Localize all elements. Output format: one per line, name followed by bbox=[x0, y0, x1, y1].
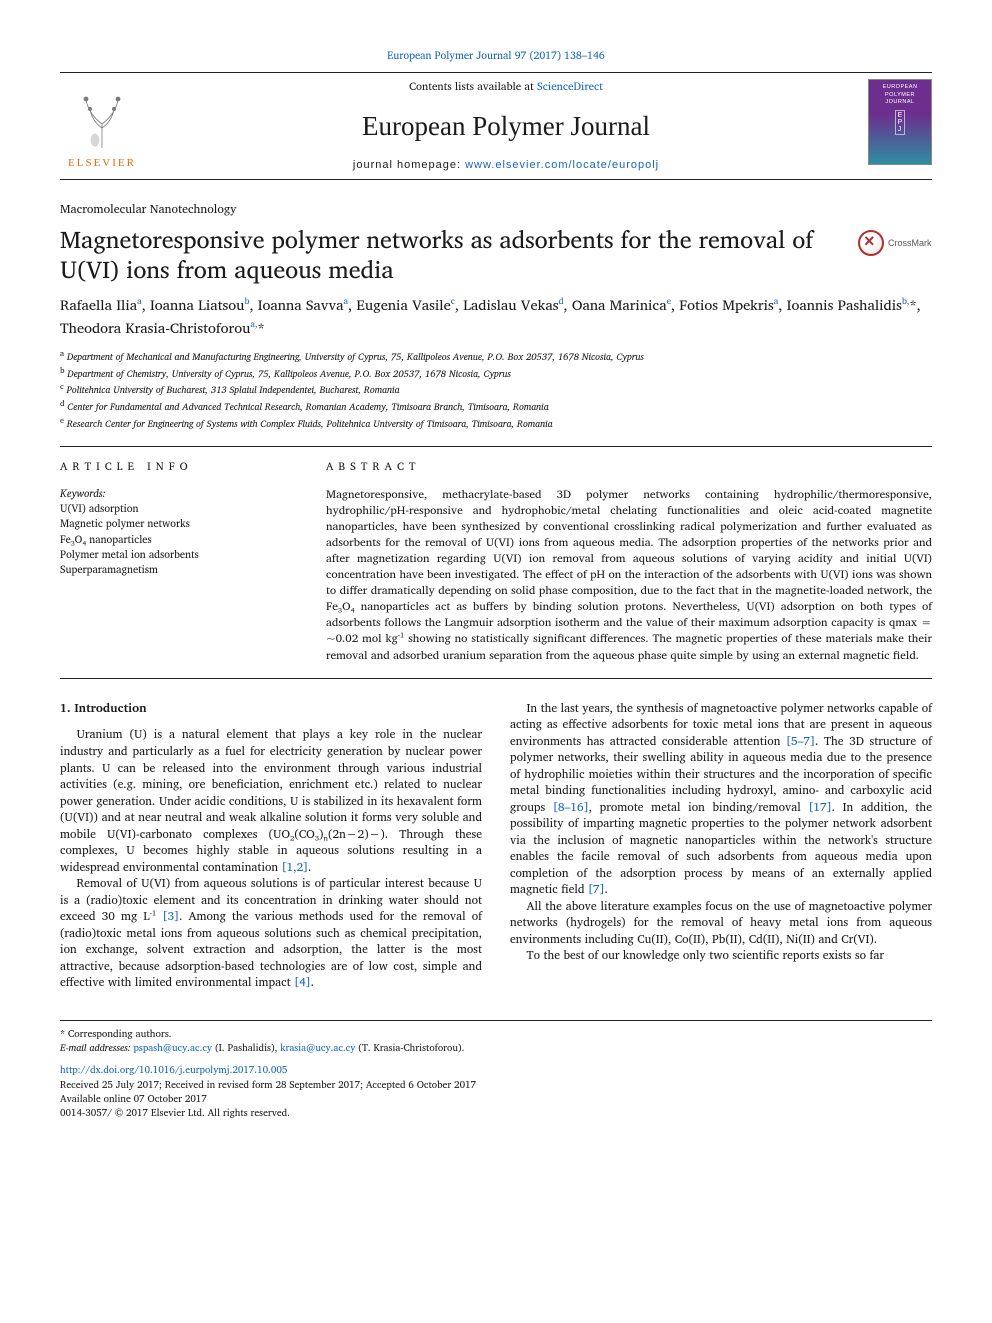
elsevier-tree-icon bbox=[65, 86, 139, 154]
contents-prefix: Contents lists available at bbox=[409, 77, 537, 95]
author-list: Rafaella Iliaa, Ioanna Liatsoub, Ioanna … bbox=[60, 294, 932, 339]
masthead-center: Contents lists available at ScienceDirec… bbox=[158, 79, 854, 173]
dates-line: Received 25 July 2017; Received in revis… bbox=[60, 1078, 932, 1092]
online-line: Available online 07 October 2017 bbox=[60, 1092, 932, 1106]
cover-title: EUROPEAN POLYMER JOURNAL bbox=[871, 84, 929, 106]
journal-name: European Polymer Journal bbox=[158, 108, 854, 144]
journal-cover-thumb: EUROPEAN POLYMER JOURNAL EPJ bbox=[868, 79, 932, 165]
article-title: Magnetoresponsive polymer networks as ad… bbox=[60, 224, 842, 284]
article-info: ARTICLE INFO Keywords: U(VI) adsorptionM… bbox=[60, 459, 290, 663]
ref-4[interactable]: [4] bbox=[294, 973, 311, 992]
body-p4: All the above literature examples focus … bbox=[510, 899, 932, 949]
crossmark-icon bbox=[858, 230, 884, 256]
abstract-heading: ABSTRACT bbox=[326, 459, 932, 474]
cover-epj: EPJ bbox=[895, 110, 906, 135]
email-2[interactable]: krasia@ucy.ac.cy bbox=[280, 1040, 355, 1056]
keywords-list: U(VI) adsorptionMagnetic polymer network… bbox=[60, 501, 290, 577]
homepage-prefix: journal homepage: bbox=[353, 159, 465, 171]
sciencedirect-link[interactable]: ScienceDirect bbox=[537, 77, 603, 95]
body-p5: To the best of our knowledge only two sc… bbox=[510, 948, 932, 965]
body-p3: In the last years, the synthesis of magn… bbox=[510, 701, 932, 899]
footer: * Corresponding authors. E-mail addresse… bbox=[60, 1020, 932, 1121]
keyword: Superparamagnetism bbox=[60, 562, 290, 577]
crossmark-badge[interactable]: CrossMark bbox=[858, 230, 932, 256]
body-text: 1. Introduction Uranium (U) is a natural… bbox=[60, 701, 932, 992]
divider-bottom bbox=[60, 678, 932, 679]
top-citation-link[interactable]: European Polymer Journal 97 (2017) 138–1… bbox=[60, 48, 932, 62]
elsevier-wordmark: ELSEVIER bbox=[68, 156, 136, 171]
body-p2: Removal of U(VI) from aqueous solutions … bbox=[60, 876, 482, 992]
contents-line: Contents lists available at ScienceDirec… bbox=[158, 79, 854, 94]
abstract-text: Magnetoresponsive, methacrylate-based 3D… bbox=[326, 487, 932, 664]
copyright-line: 0014-3057/ © 2017 Elsevier Ltd. All righ… bbox=[60, 1106, 932, 1120]
keywords-heading: Keywords: bbox=[60, 486, 290, 500]
section-tag: Macromolecular Nanotechnology bbox=[60, 202, 932, 218]
affiliations: a Department of Mechanical and Manufactu… bbox=[60, 348, 932, 433]
article-info-heading: ARTICLE INFO bbox=[60, 459, 290, 474]
crossmark-label: CrossMark bbox=[888, 237, 932, 249]
email-line: E-mail addresses: pspash@ucy.ac.cy (I. P… bbox=[60, 1041, 932, 1055]
divider-top bbox=[60, 446, 932, 447]
elsevier-logo: ELSEVIER bbox=[60, 79, 144, 173]
section-heading-1: 1. Introduction bbox=[60, 701, 482, 718]
abstract: ABSTRACT Magnetoresponsive, methacrylate… bbox=[326, 459, 932, 663]
email-1[interactable]: pspash@ucy.ac.cy bbox=[133, 1040, 212, 1056]
body-p1: Uranium (U) is a natural element that pl… bbox=[60, 727, 482, 876]
homepage-link[interactable]: www.elsevier.com/locate/europolj bbox=[465, 159, 659, 171]
homepage-line: journal homepage: www.elsevier.com/locat… bbox=[158, 158, 854, 173]
masthead: ELSEVIER Contents lists available at Sci… bbox=[60, 72, 932, 180]
corresponding-note: * Corresponding authors. bbox=[60, 1027, 932, 1042]
